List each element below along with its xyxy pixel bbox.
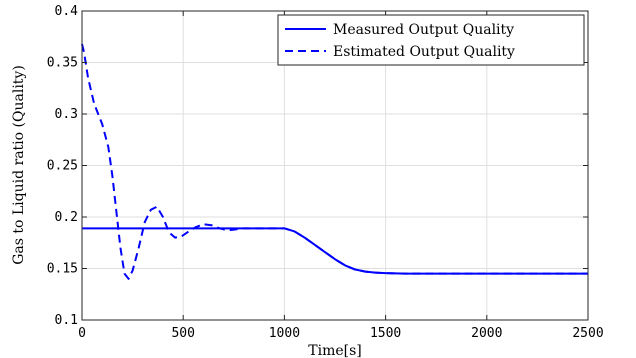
legend-label-estimated: Estimated Output Quality [333,44,515,60]
y-tick-label: 0.15 [47,262,78,277]
x-tick-label: 0 [78,326,86,341]
x-tick-labels: 0 500 1000 1500 2000 2500 [78,326,604,341]
y-tick-label: 0.35 [47,56,78,71]
y-axis-label: Gas to Liquid ratio (Quality) [11,65,27,265]
x-tick-label: 2000 [471,326,502,341]
x-tick-label: 1000 [269,326,300,341]
y-tick-label: 0.25 [47,159,78,174]
y-tick-label: 0.2 [55,210,78,225]
legend-label-measured: Measured Output Quality [333,22,514,38]
y-tick-label: 0.1 [55,313,78,328]
x-tick-label: 2500 [572,326,603,341]
x-tick-label: 1500 [370,326,401,341]
x-tick-label: 500 [171,326,194,341]
y-tick-label: 0.3 [55,107,78,122]
y-tick-label: 0.4 [55,4,79,19]
legend: Measured Output Quality Estimated Output… [277,14,585,66]
series-layer [81,43,588,280]
series-estimated-line [81,43,588,280]
y-tick-labels: 0.1 0.15 0.2 0.25 0.3 0.35 0.4 [47,4,78,328]
legend-box [277,14,585,66]
x-axis-label: Time[s] [308,343,361,358]
